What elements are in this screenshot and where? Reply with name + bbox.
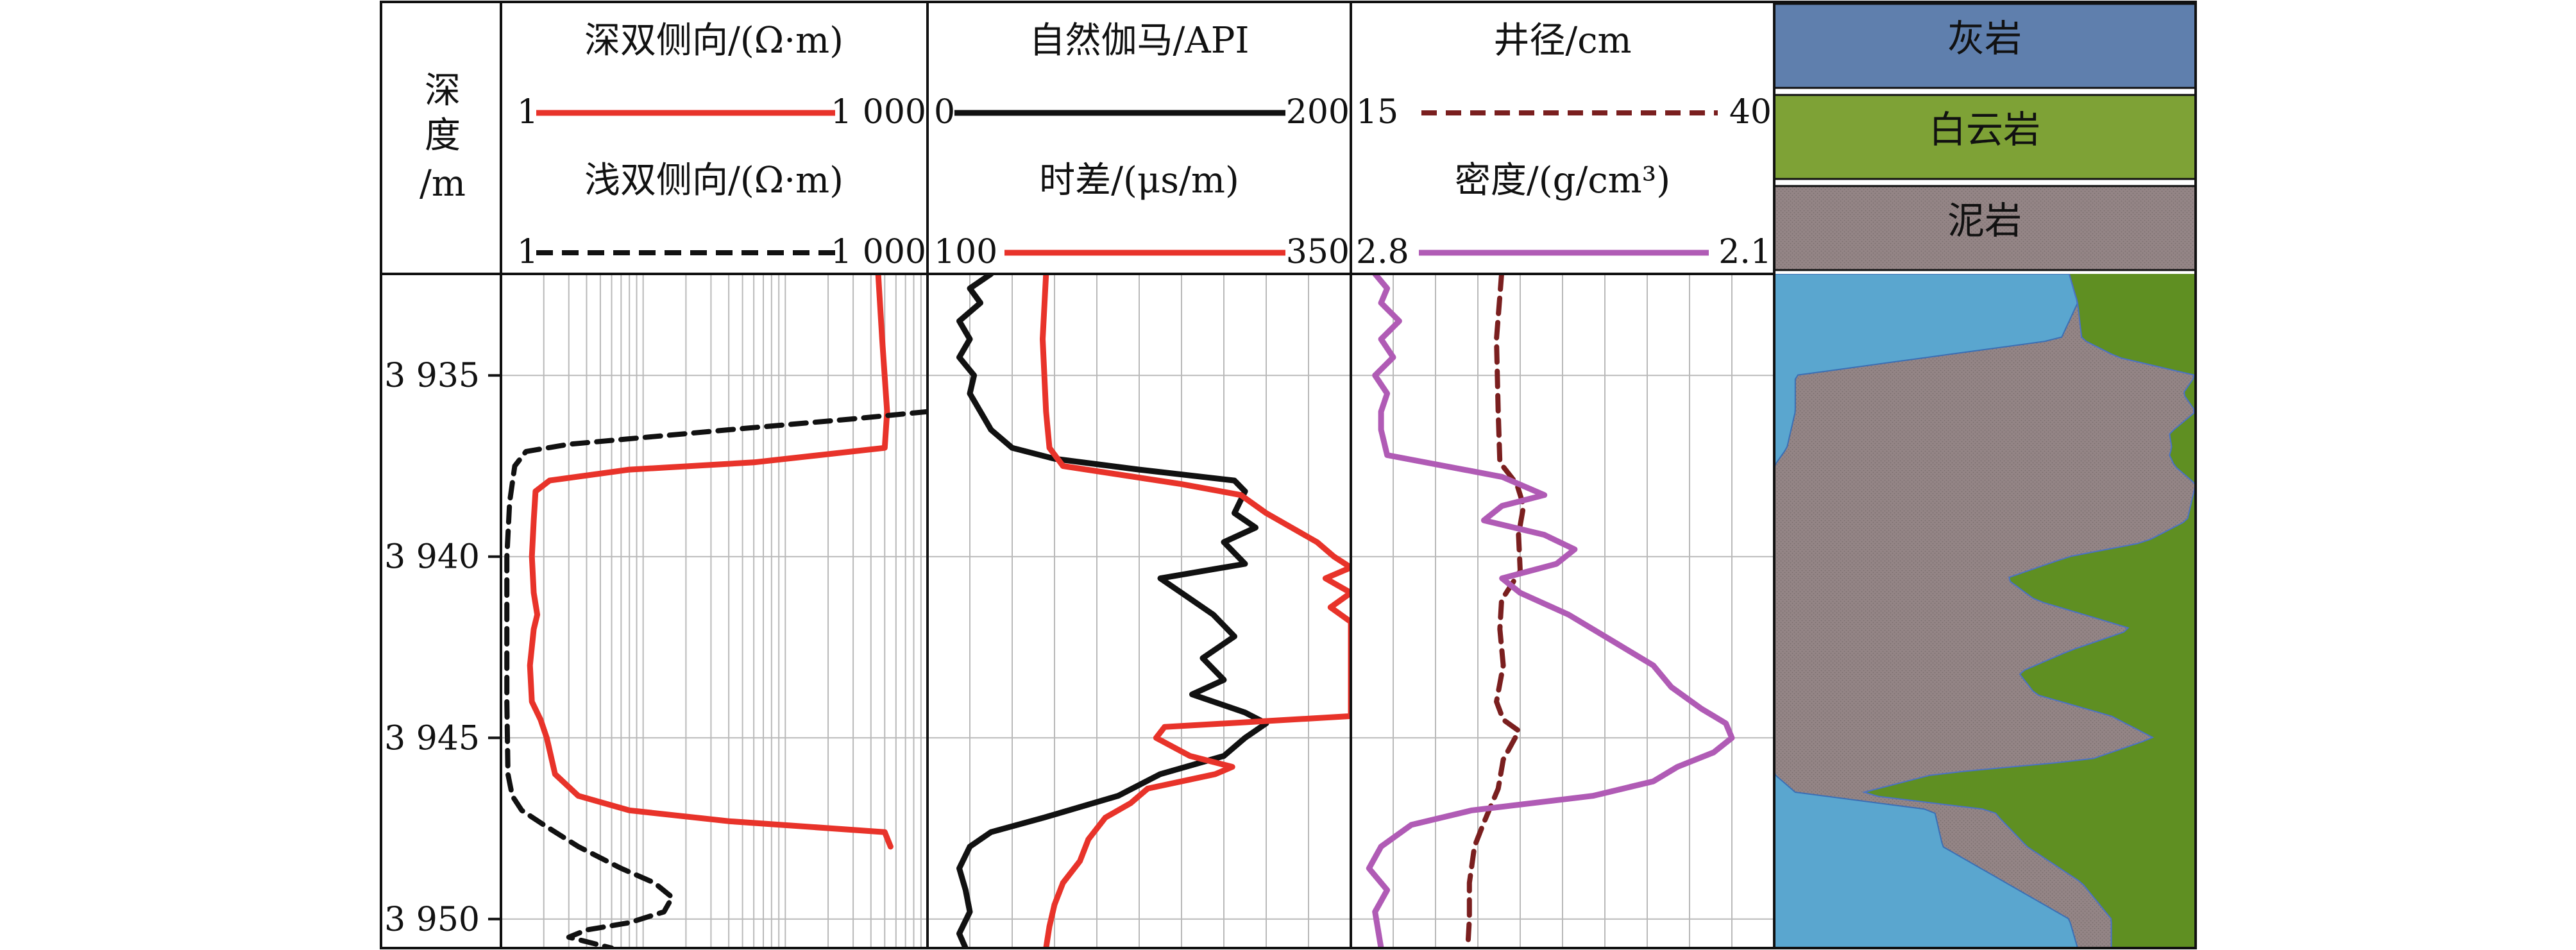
lithology-mudstone-texture — [1774, 274, 2196, 948]
curve-title-density: 密度/(g/cm³) — [1455, 160, 1670, 201]
caliper-max-label: 40 — [1729, 93, 1772, 131]
curve-title-deep-resistivity: 深双侧向/(Ω·m) — [584, 20, 843, 62]
curve-line — [527, 274, 894, 850]
curve-line — [1366, 274, 1735, 948]
lithology-fill — [1774, 274, 2196, 948]
legend-label-mudstone: 泥岩 — [1947, 199, 2022, 242]
track2-header: 自然伽马/API 0 200 时差/(μs/m) 100 350 — [934, 20, 1350, 271]
track-gamma-sonic — [956, 274, 1351, 948]
lithology-boundary — [1861, 274, 2196, 948]
depth-axis: 3 935 3 940 3 945 3 950 — [384, 357, 501, 939]
curve-title-sonic: 时差/(μs/m) — [1039, 160, 1239, 201]
legend-box-mudstone-texture — [1774, 186, 2196, 270]
curve-title-caliper: 井径/cm — [1493, 20, 1631, 62]
deep-resistivity-max-label: 1 000 — [831, 93, 926, 131]
track3-header: 井径/cm 15 40 密度/(g/cm³) 2.8 2.1 — [1356, 20, 1772, 271]
gamma-ray-min-label: 0 — [934, 93, 955, 131]
legend-label-dolomite: 白云岩 — [1929, 108, 2040, 151]
shallow-resistivity-max-label: 1 000 — [831, 233, 926, 271]
curve-line — [1040, 274, 1351, 948]
density-min-label: 2.8 — [1356, 233, 1409, 271]
caliper-min-label: 15 — [1356, 93, 1398, 131]
depth-label-line-3: /m — [419, 163, 466, 205]
lithology-limestone — [1774, 274, 2079, 948]
deep-resistivity-min-label: 1 — [517, 93, 538, 131]
depth-tick-label: 3 935 — [384, 357, 480, 395]
frame — [380, 1, 2197, 949]
lithology-column — [1774, 274, 2196, 948]
legend-box-limestone — [1773, 3, 2197, 89]
curve-title-shallow-resistivity: 浅双侧向/(Ω·m) — [584, 160, 843, 201]
depth-tick-label: 3 950 — [384, 901, 480, 939]
depth-label-line-1: 深 — [425, 70, 461, 112]
legend-label-limestone: 灰岩 — [1947, 17, 2022, 60]
curve-layer — [504, 274, 1735, 948]
density-max-label: 2.1 — [1718, 233, 1772, 271]
curve-line — [956, 274, 1269, 948]
track1-header: 深双侧向/(Ω·m) 1 1 000 浅双侧向/(Ω·m) 1 1 000 — [517, 20, 926, 271]
depth-tick-label: 3 940 — [384, 538, 480, 577]
track-resistivity — [504, 274, 928, 948]
depth-header: 深 度 /m — [419, 70, 466, 205]
depth-label-line-2: 度 — [425, 115, 461, 157]
gamma-ray-max-label: 200 — [1286, 93, 1350, 131]
sonic-min-label: 100 — [934, 233, 997, 271]
grid-layer — [500, 274, 1774, 948]
curve-title-gamma-ray: 自然伽马/API — [1029, 20, 1249, 62]
track-caliper-density — [1366, 274, 1735, 948]
curve-line — [504, 409, 928, 948]
legend-box-dolomite — [1773, 94, 2197, 180]
lithology-legend: 灰岩 白云岩 泥岩 — [1773, 3, 2197, 271]
curve-line — [1465, 274, 1527, 948]
depth-tick-label: 3 945 — [384, 719, 480, 758]
sonic-max-label: 350 — [1286, 233, 1350, 271]
shallow-resistivity-min-label: 1 — [517, 233, 538, 271]
